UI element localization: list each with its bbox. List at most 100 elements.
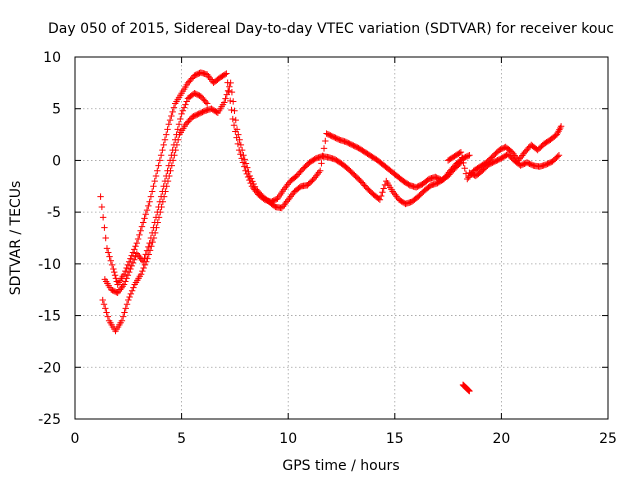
data-point [182,101,189,108]
data-point [155,203,162,211]
data-point [131,246,138,253]
data-point [233,126,241,133]
data-point [99,214,107,221]
data-point [150,224,157,231]
data-point [169,108,176,116]
data-point [156,157,164,164]
data-point [231,107,238,114]
y-tick-label: 0 [52,153,61,169]
data-point [147,234,155,242]
data-point [126,293,133,301]
data-point [163,131,170,138]
data-point [318,160,325,167]
data-point [230,122,238,129]
data-point [119,313,127,320]
data-point [140,264,147,272]
data-point [457,148,465,156]
grid [75,57,608,419]
data-point [139,267,146,275]
data-point [172,136,179,143]
y-tick-label: -25 [38,412,61,428]
data-point [151,219,158,226]
series-track-f [459,381,473,395]
data-point [241,163,248,170]
data-point [137,271,145,278]
data-point [557,123,565,130]
data-point [148,188,156,195]
data-point [183,98,190,105]
data-point [169,146,176,154]
data-point [161,136,169,143]
data-point [148,229,156,237]
data-point [226,83,233,90]
data-point [221,99,228,106]
data-point [242,167,249,174]
data-point [144,255,151,262]
x-tick-label: 5 [177,431,186,447]
data-point [175,121,183,128]
data-point [319,152,326,160]
axis-ticks: 0 5 10 15 20 25 -25 -20 -15 -10 -5 0 5 10 [38,50,617,447]
data-point [234,140,242,148]
data-point [98,203,106,211]
y-tick-label: -15 [38,309,61,325]
y-axis-label: SDTVAR / TECUs [8,181,24,296]
data-point [125,258,133,265]
data-point [223,91,230,98]
data-point [227,79,234,87]
data-point [203,100,211,107]
data-point [124,261,132,269]
y-tick-label: 5 [52,102,61,118]
data-point [466,387,473,395]
data-point [140,258,147,265]
series-track-a [97,69,473,288]
series-track-e [466,151,563,180]
data-point [147,193,155,200]
data-point [165,162,173,169]
data-point [235,131,242,138]
data-point [101,224,108,231]
data-point [131,256,138,263]
data-point [229,98,237,105]
data-point [466,152,473,159]
data-point [150,183,157,190]
data-point [228,106,235,114]
data-point [111,272,119,279]
data-point [177,115,184,123]
plot-frame [74,56,609,420]
data-point [464,152,472,160]
data-point [136,231,143,239]
data-point [132,243,139,250]
data-point [227,97,234,105]
data-point [245,168,252,176]
data-point [129,249,137,256]
data-point [99,296,106,304]
data-point [251,183,259,190]
data-point [164,126,171,133]
data-point [127,290,135,298]
data-point [170,104,178,111]
data-point [102,305,109,312]
data-point [165,121,173,128]
data-point [241,156,248,163]
data-point [166,157,174,164]
data-point [118,317,126,324]
data-point [166,116,174,124]
data-point [554,153,561,160]
data-point [152,214,160,221]
data-point [250,180,257,188]
data-point [229,115,236,123]
data-point [160,183,167,190]
x-tick-label: 15 [386,431,404,447]
data-point [221,71,229,78]
data-points [97,69,565,395]
x-tick-label: 20 [492,431,510,447]
data-point [240,152,247,159]
data-point [138,223,146,230]
data-point [249,178,256,185]
data-point [106,253,113,260]
data-point [316,167,324,174]
data-point [128,252,135,259]
data-point [123,264,130,272]
data-point [202,98,210,106]
